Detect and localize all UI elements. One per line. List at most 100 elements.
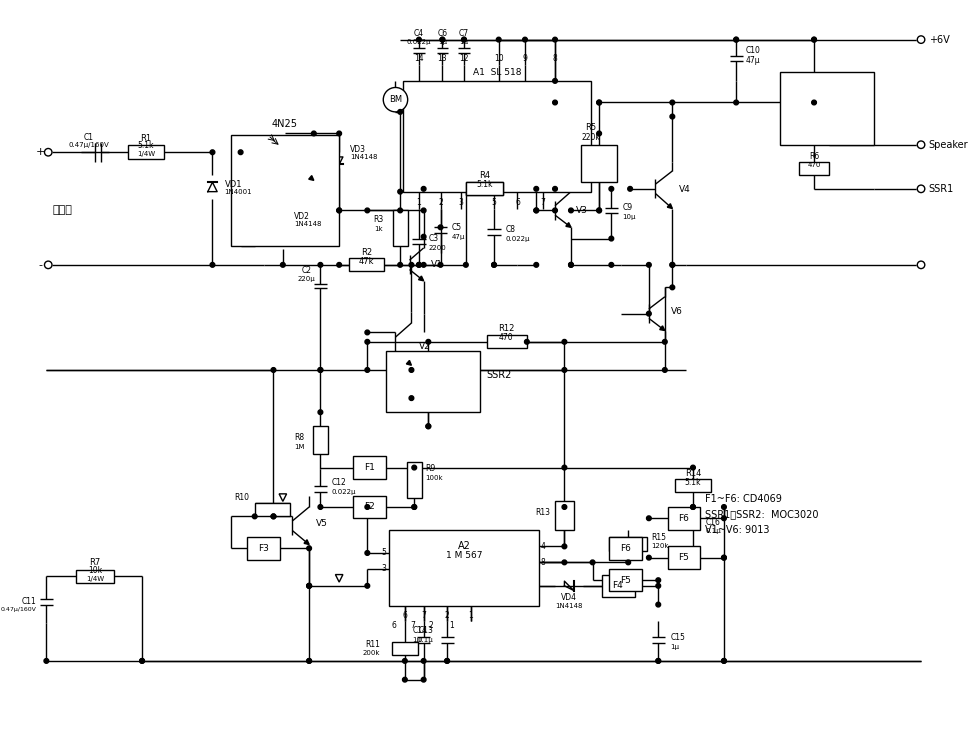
- Text: 0.022μ: 0.022μ: [407, 39, 431, 45]
- Text: C8: C8: [505, 225, 516, 234]
- Circle shape: [337, 208, 341, 213]
- Text: F1: F1: [363, 463, 375, 472]
- Circle shape: [663, 339, 668, 344]
- Bar: [780, 72, 874, 145]
- Text: C11: C11: [21, 597, 36, 606]
- Circle shape: [552, 208, 557, 213]
- Circle shape: [562, 544, 567, 549]
- Text: R11: R11: [365, 639, 381, 649]
- Text: 1/4W: 1/4W: [137, 151, 155, 157]
- Circle shape: [402, 678, 407, 682]
- Circle shape: [280, 262, 285, 268]
- Text: V1~V6: 9013: V1~V6: 9013: [705, 525, 769, 534]
- Text: 10μ: 10μ: [623, 214, 636, 220]
- Circle shape: [562, 367, 567, 372]
- Text: 13: 13: [438, 54, 448, 63]
- Circle shape: [44, 658, 48, 664]
- Bar: [354, 456, 386, 479]
- Circle shape: [491, 262, 496, 268]
- Circle shape: [609, 262, 613, 268]
- Bar: [610, 569, 642, 591]
- Circle shape: [365, 330, 369, 335]
- Text: R6: R6: [809, 152, 819, 161]
- Circle shape: [534, 262, 539, 268]
- Text: 0.1μ: 0.1μ: [418, 637, 433, 643]
- Text: F6: F6: [620, 544, 631, 553]
- Polygon shape: [668, 204, 672, 208]
- Circle shape: [670, 262, 674, 268]
- Circle shape: [318, 262, 323, 268]
- Text: 5: 5: [381, 548, 386, 557]
- Text: 1: 1: [417, 198, 422, 208]
- Circle shape: [307, 584, 311, 588]
- Text: V3: V3: [576, 206, 587, 215]
- Circle shape: [365, 367, 369, 372]
- Text: 1: 1: [450, 621, 454, 630]
- Circle shape: [656, 658, 661, 664]
- Polygon shape: [660, 326, 665, 330]
- Circle shape: [552, 37, 557, 42]
- Circle shape: [597, 208, 602, 213]
- Bar: [799, 162, 829, 174]
- Circle shape: [412, 466, 417, 470]
- Bar: [675, 479, 711, 492]
- Circle shape: [918, 141, 924, 149]
- Text: SSR2: SSR2: [486, 370, 512, 380]
- Circle shape: [656, 578, 661, 582]
- Circle shape: [569, 262, 574, 268]
- Circle shape: [318, 367, 323, 372]
- Text: 7: 7: [410, 621, 415, 630]
- Circle shape: [365, 339, 369, 344]
- Circle shape: [534, 208, 539, 213]
- Bar: [407, 462, 422, 497]
- Text: C12: C12: [331, 478, 346, 487]
- Polygon shape: [566, 222, 571, 228]
- Bar: [486, 336, 527, 348]
- Circle shape: [409, 262, 414, 268]
- Circle shape: [562, 466, 567, 470]
- Circle shape: [337, 131, 341, 136]
- Text: C14: C14: [413, 627, 427, 636]
- Text: 5: 5: [491, 198, 496, 208]
- Circle shape: [663, 367, 668, 372]
- Bar: [668, 546, 701, 569]
- Text: 1N4148: 1N4148: [295, 222, 322, 228]
- Circle shape: [307, 658, 311, 664]
- Text: R3: R3: [373, 215, 384, 225]
- Text: R7: R7: [89, 558, 101, 567]
- Bar: [77, 570, 114, 583]
- Text: F4: F4: [612, 582, 623, 590]
- Circle shape: [609, 186, 613, 191]
- Bar: [313, 426, 328, 454]
- Text: R5: R5: [585, 123, 596, 132]
- Text: F1~F6: CD4069: F1~F6: CD4069: [705, 494, 782, 505]
- Circle shape: [691, 466, 696, 470]
- Text: 1N4001: 1N4001: [225, 188, 252, 194]
- Text: A1  SL 518: A1 SL 518: [473, 68, 521, 77]
- Text: V4: V4: [679, 185, 691, 194]
- Circle shape: [318, 367, 323, 372]
- Text: 1N4148: 1N4148: [555, 604, 582, 610]
- Circle shape: [318, 410, 323, 415]
- Circle shape: [722, 505, 727, 509]
- Text: 1M: 1M: [294, 444, 304, 450]
- Circle shape: [656, 584, 661, 588]
- Circle shape: [384, 87, 408, 112]
- Text: C15: C15: [671, 633, 685, 642]
- Text: R15: R15: [651, 533, 666, 542]
- Text: 220μ: 220μ: [297, 276, 315, 282]
- Text: 120k: 120k: [651, 543, 669, 549]
- Circle shape: [734, 37, 738, 42]
- Text: R1: R1: [141, 134, 151, 143]
- Text: 10k: 10k: [88, 566, 102, 576]
- Text: 5.1k: 5.1k: [477, 180, 493, 188]
- Text: 100k: 100k: [425, 475, 443, 481]
- Bar: [386, 351, 480, 412]
- Bar: [128, 145, 164, 159]
- Polygon shape: [335, 574, 343, 582]
- Polygon shape: [406, 361, 412, 365]
- Circle shape: [656, 602, 661, 607]
- Text: C16: C16: [705, 517, 720, 526]
- Circle shape: [552, 101, 557, 105]
- Text: C1: C1: [83, 133, 94, 142]
